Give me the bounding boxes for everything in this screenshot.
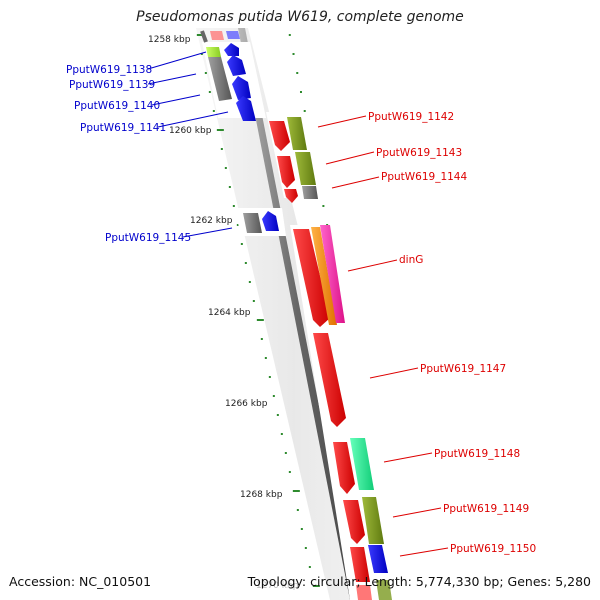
minor-tick (322, 205, 325, 207)
scale-label-1264: 1264 kbp (208, 308, 251, 318)
gene-1142[interactable] (269, 121, 290, 151)
gene-1143[interactable] (277, 156, 295, 188)
major-tick (292, 490, 300, 492)
genes-left (200, 30, 279, 233)
major-tick (216, 129, 224, 131)
gene-1149[interactable] (343, 500, 365, 544)
major-tick (256, 319, 264, 321)
gene-1148-mint[interactable] (350, 438, 374, 490)
major-tick (312, 585, 320, 587)
gene-dinG[interactable] (293, 229, 330, 327)
gene-labels-right: PputW619_1142 PputW619_1143 PputW619_114… (368, 111, 536, 555)
scale-labels: 1258 kbp 1260 kbp 1262 kbp 1264 kbp 1266… (148, 35, 299, 591)
minor-tick (296, 509, 299, 511)
gene-label[interactable]: PputW619_1150 (450, 543, 536, 555)
gene-1141[interactable] (236, 96, 256, 121)
gene-1139[interactable] (208, 57, 232, 101)
scale-label-1266: 1266 kbp (225, 399, 268, 409)
gene-labels-left: PputW619_1138 PputW619_1139 PputW619_114… (66, 64, 191, 244)
gene-label[interactable]: dinG (399, 254, 423, 266)
minor-tick (304, 547, 307, 549)
gene-label[interactable]: PputW619_1143 (376, 147, 462, 159)
gene-dinG-orange[interactable] (311, 227, 337, 325)
gene-label[interactable]: PputW619_1147 (420, 363, 506, 375)
major-tick (196, 34, 204, 36)
gene-1138[interactable] (206, 47, 221, 57)
gene-1150-blue[interactable] (368, 545, 388, 573)
minor-tick (288, 34, 291, 36)
gene-1150[interactable] (350, 547, 370, 582)
accession-text: Accession: NC_010501 (9, 574, 152, 589)
minor-tick (252, 300, 255, 302)
scale-label-1258: 1258 kbp (148, 35, 191, 45)
gene-1144-gray[interactable] (302, 186, 318, 199)
minor-tick (224, 167, 227, 169)
leader-lines (147, 51, 449, 557)
minor-tick (280, 433, 283, 435)
minor-tick (212, 110, 215, 112)
scale-label-1260: 1260 kbp (169, 126, 212, 136)
gene-1145-gray[interactable] (243, 213, 262, 233)
scale-label-1270: 1270 kbp (256, 581, 299, 591)
minor-tick (284, 452, 287, 454)
minor-tick (200, 53, 203, 55)
minor-tick (308, 566, 311, 568)
gene-1140-a[interactable] (224, 43, 239, 56)
minor-tick (228, 186, 231, 188)
gene-1148[interactable] (333, 442, 355, 494)
gene-1145[interactable] (262, 211, 279, 231)
gene-label[interactable]: PputW619_1141 (80, 122, 166, 134)
gene-1147[interactable] (313, 333, 346, 427)
minor-tick (264, 357, 267, 359)
gene-label[interactable]: PputW619_1139 (69, 79, 155, 91)
gene-label[interactable]: PputW619_1144 (381, 171, 467, 183)
scale-label-1268: 1268 kbp (240, 490, 283, 500)
minor-tick (276, 414, 279, 416)
minor-tick (268, 376, 271, 378)
gene-dinG-pink[interactable] (320, 225, 345, 323)
gene-1142-olive[interactable] (287, 117, 307, 150)
minor-tick (232, 205, 235, 207)
gene-1144[interactable] (284, 189, 298, 203)
gene-label[interactable]: PputW619_1145 (105, 232, 191, 244)
gene-label[interactable]: PputW619_1142 (368, 111, 454, 123)
topology-text: Topology: circular; Length: 5,774,330 bp… (247, 574, 591, 589)
minor-tick (240, 243, 243, 245)
minor-tick (288, 471, 291, 473)
gene-1149-olive[interactable] (362, 497, 384, 544)
gene-1143-olive[interactable] (295, 152, 316, 185)
gene-label[interactable]: PputW619_1149 (443, 503, 529, 515)
minor-tick (299, 91, 302, 93)
minor-tick (220, 148, 223, 150)
gene-1140-c[interactable] (232, 76, 251, 100)
minor-tick (292, 53, 295, 55)
minor-tick (248, 281, 251, 283)
minor-tick (260, 338, 263, 340)
gene-label[interactable]: PputW619_1138 (66, 64, 152, 76)
minor-tick (208, 91, 211, 93)
minor-tick (272, 395, 275, 397)
map-title: Pseudomonas putida W619, complete genome (136, 9, 464, 25)
gene-label[interactable]: PputW619_1140 (74, 100, 160, 112)
minor-tick (296, 72, 299, 74)
genes-right (269, 117, 392, 600)
scale-label-1262: 1262 kbp (190, 216, 233, 226)
gene-1140-b[interactable] (227, 55, 246, 76)
minor-tick (303, 110, 306, 112)
minor-tick (244, 262, 247, 264)
minor-tick (204, 72, 207, 74)
minor-tick (300, 528, 303, 530)
gene-label[interactable]: PputW619_1148 (434, 448, 520, 460)
